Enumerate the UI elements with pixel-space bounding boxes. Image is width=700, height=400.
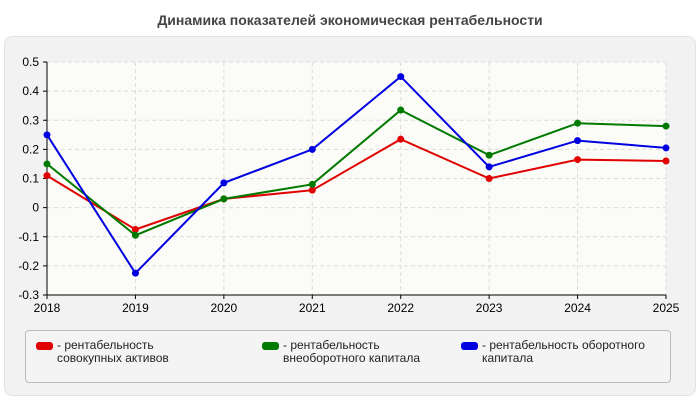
y-tick-label: -0.2: [18, 259, 39, 273]
legend-swatch-green: [262, 342, 279, 350]
data-point[interactable]: [662, 157, 670, 165]
y-tick-label: 0: [32, 201, 39, 215]
legend-label: - рентабельность внеоборотного капитала: [283, 338, 420, 365]
data-point[interactable]: [662, 122, 670, 130]
series-line-0: [46, 138, 667, 231]
series-line-2: [46, 75, 667, 275]
data-point[interactable]: [308, 180, 316, 188]
data-point[interactable]: [308, 145, 316, 153]
series-group: [43, 73, 670, 277]
data-point[interactable]: [485, 163, 493, 171]
legend-label: - рентабельность оборотного капитала: [482, 338, 645, 365]
data-point[interactable]: [397, 73, 405, 81]
x-tick-label: 2021: [299, 301, 326, 315]
x-tick-label: 2023: [476, 301, 503, 315]
data-point[interactable]: [397, 106, 405, 114]
y-tick-label: 0.5: [22, 55, 39, 69]
x-tick-label: 2019: [122, 301, 149, 315]
x-tick-label: 2018: [34, 301, 61, 315]
data-point[interactable]: [397, 135, 405, 143]
data-point[interactable]: [220, 195, 228, 203]
grid-lines: [47, 61, 667, 295]
y-tick-label: -0.3: [18, 288, 39, 302]
y-tick-label: 0.2: [22, 142, 39, 156]
x-tick-label: 2025: [653, 301, 680, 315]
chart-title: Динамика показателей экономическая рента…: [157, 12, 543, 28]
x-tick-label: 2022: [387, 301, 414, 315]
data-point[interactable]: [485, 175, 493, 182]
data-point[interactable]: [43, 160, 51, 168]
data-point[interactable]: [574, 137, 582, 145]
y-tick-label: 0.3: [22, 113, 39, 127]
data-point[interactable]: [574, 156, 582, 164]
data-point[interactable]: [43, 172, 51, 180]
y-tick-label: 0.4: [22, 84, 39, 98]
legend-item-noncurrent-capital[interactable]: - рентабельность внеоборотного капитала: [262, 339, 443, 365]
x-tick-label: 2024: [564, 301, 591, 315]
y-tick-label: -0.1: [18, 230, 39, 244]
data-point[interactable]: [574, 119, 582, 127]
legend-item-total-assets[interactable]: - рентабельность совокупных активов: [36, 339, 217, 365]
x-tick-label: 2020: [211, 301, 238, 315]
data-point[interactable]: [220, 179, 228, 187]
legend-swatch-blue: [461, 342, 478, 350]
y-tick-labels: 0.5 0.4 0.3 0.2 0.1 0 -0.1 -0.2 -0.3: [18, 55, 47, 302]
legend-item-working-capital[interactable]: - рентабельность оборотного капитала: [461, 339, 667, 365]
data-point[interactable]: [662, 144, 670, 152]
data-point[interactable]: [485, 151, 493, 159]
data-point[interactable]: [131, 225, 139, 233]
data-point[interactable]: [308, 186, 316, 194]
legend-label: - рентабельность совокупных активов: [57, 338, 169, 365]
series-line-1: [46, 108, 667, 237]
data-point[interactable]: [43, 131, 51, 139]
legend: - рентабельность совокупных активов - ре…: [25, 330, 671, 383]
y-tick-label: 0.1: [22, 172, 39, 186]
chart-plot: 0.5 0.4 0.3 0.2 0.1 0 -0.1 -0.2 -0.3 2018 2019 202…: [18, 55, 680, 315]
x-tick-labels: 2018 2019 2020 2021 2022 2023 2024 2025: [34, 295, 680, 315]
legend-swatch-red: [36, 342, 53, 350]
data-point[interactable]: [131, 231, 139, 239]
data-point[interactable]: [131, 269, 139, 277]
